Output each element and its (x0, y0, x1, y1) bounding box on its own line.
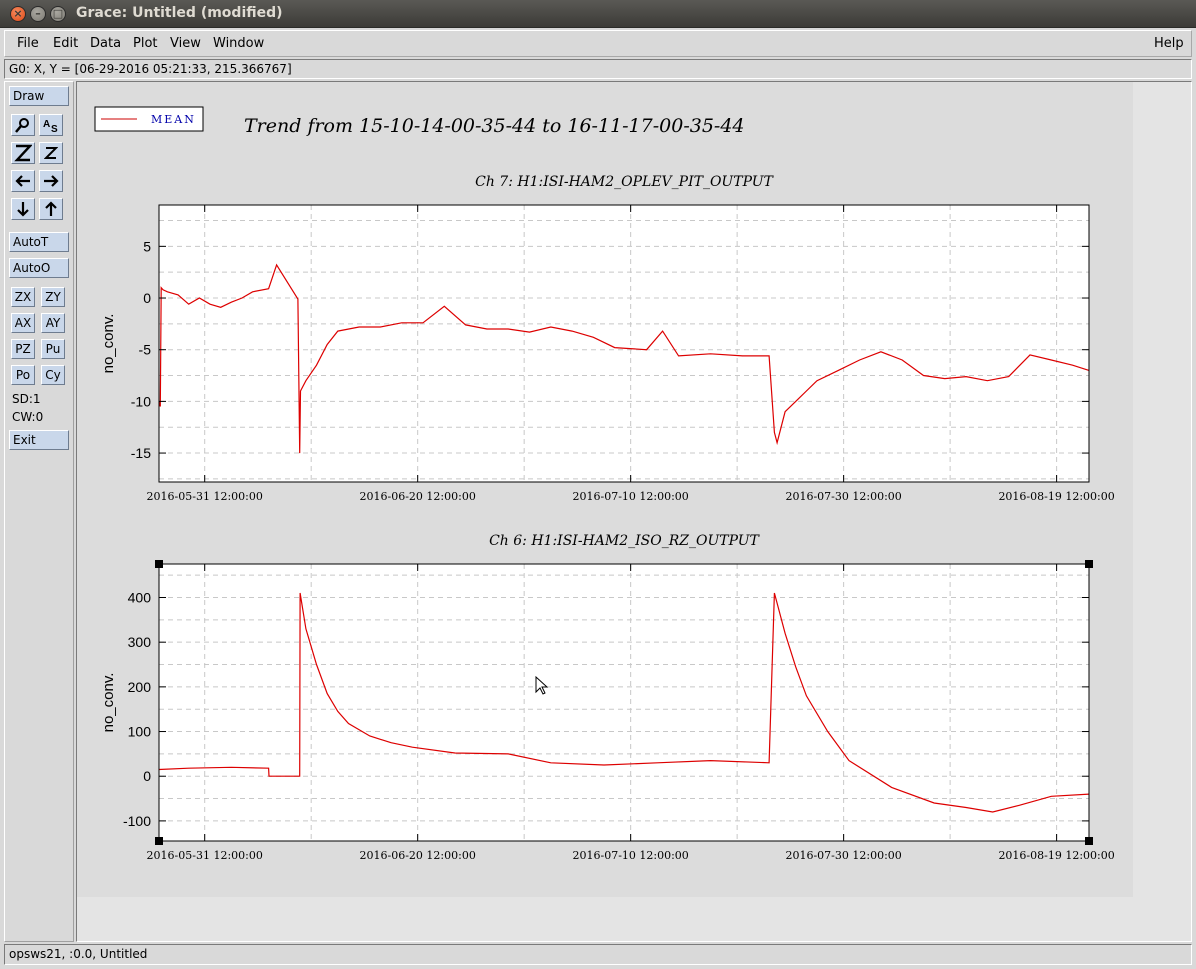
scroll-right-button[interactable] (39, 170, 63, 192)
scroll-down-button[interactable] (11, 198, 35, 220)
chart-title: Ch 7: H1:ISI-HAM2_OPLEV_PIT_OUTPUT (475, 174, 774, 190)
cy-button[interactable]: Cy (41, 365, 65, 385)
draw-button[interactable]: Draw (9, 86, 69, 106)
x-tick-label: 2016-07-30 12:00:00 (785, 490, 901, 503)
selection-handle[interactable] (155, 837, 163, 845)
plot-canvas[interactable]: MEAN Trend from 15-10-14-00-35-44 to 16-… (76, 81, 1192, 942)
zoom-out-icon (43, 147, 59, 159)
graph-area[interactable]: MEAN Trend from 15-10-14-00-35-44 to 16-… (77, 82, 1191, 941)
plot-frame (158, 204, 1090, 483)
legend-box[interactable]: MEAN (94, 106, 204, 132)
x-tick-label: 2016-08-19 12:00:00 (998, 490, 1114, 503)
status-bar: opsws21, :0.0, Untitled (4, 944, 1192, 965)
selection-handle[interactable] (1085, 837, 1093, 845)
chart-title: Ch 6: H1:ISI-HAM2_ISO_RZ_OUTPUT (489, 533, 760, 549)
y-tick-label: 100 (128, 724, 152, 740)
locator-display: G0: X, Y = [06-29-2016 05:21:33, 215.366… (4, 59, 1192, 79)
x-tick-label: 2016-07-10 12:00:00 (572, 849, 688, 862)
menu-plot[interactable]: Plot (133, 36, 158, 51)
arrow-up-icon (45, 201, 57, 216)
selection-handle[interactable] (155, 560, 163, 568)
scroll-left-button[interactable] (11, 170, 35, 192)
x-tick-label: 2016-05-31 12:00:00 (147, 849, 263, 862)
y-tick-label: -15 (131, 445, 151, 461)
ay-button[interactable]: AY (41, 313, 65, 333)
selection-handle[interactable] (1085, 560, 1093, 568)
zy-button[interactable]: ZY (41, 287, 65, 307)
zoom-icon (15, 118, 29, 133)
legend-label: MEAN (151, 113, 196, 126)
y-tick-label: -5 (139, 342, 152, 358)
y-tick-label: 5 (143, 238, 151, 254)
chart-1[interactable]: Ch 7: H1:ISI-HAM2_OPLEV_PIT_OUTPUT 5 0 -5 -1… (100, 174, 1115, 503)
x-tick-label: 2016-06-20 12:00:00 (360, 490, 476, 503)
zoom-out-button[interactable] (39, 142, 63, 164)
menu-bar: File Edit Data Plot View Window Help (4, 30, 1192, 57)
zoom-button[interactable] (11, 114, 35, 136)
window-title: Grace: Untitled (modified) (76, 5, 283, 21)
ax-button[interactable]: AX (11, 313, 35, 333)
zoom-in-icon (14, 144, 33, 162)
exit-button[interactable]: Exit (9, 430, 69, 450)
po-button[interactable]: Po (11, 365, 35, 385)
chart-2[interactable]: Ch 6: H1:ISI-HAM2_ISO_RZ_OUTPUT 400 300 200… (100, 533, 1115, 862)
x-tick-label: 2016-05-31 12:00:00 (147, 490, 263, 503)
menu-edit[interactable]: Edit (53, 36, 79, 51)
arrow-left-icon (15, 175, 30, 187)
x-tick-label: 2016-08-19 12:00:00 (998, 849, 1114, 862)
series-line-mean (158, 592, 1090, 813)
zx-button[interactable]: ZX (11, 287, 35, 307)
pu-button[interactable]: Pu (41, 339, 65, 359)
y-tick-label: 0 (143, 290, 151, 306)
stack-depth-label: SD:1 (12, 392, 41, 406)
minimize-window-button[interactable]: – (30, 6, 46, 22)
mouse-cursor-icon (535, 675, 549, 695)
x-tick-label: 2016-07-10 12:00:00 (572, 490, 688, 503)
y-tick-label: 400 (128, 590, 152, 606)
menu-file[interactable]: File (17, 36, 39, 51)
autot-button[interactable]: AutoT (9, 232, 69, 252)
pz-button[interactable]: PZ (11, 339, 35, 359)
grid (159, 564, 1089, 841)
maximize-window-button[interactable]: □ (50, 6, 66, 22)
window-titlebar: × – □ Grace: Untitled (modified) (0, 0, 1196, 28)
svg-text:S: S (51, 124, 58, 133)
zoom-in-button[interactable] (11, 142, 35, 164)
y-axis-label: no_conv. (100, 314, 117, 374)
current-world-label: CW:0 (12, 410, 44, 424)
plot-area[interactable] (159, 564, 1089, 841)
y-axis-label: no_conv. (100, 673, 117, 733)
x-tick-label: 2016-06-20 12:00:00 (360, 849, 476, 862)
charts: Ch 7: H1:ISI-HAM2_OPLEV_PIT_OUTPUT 5 0 -5 -1… (100, 174, 1115, 862)
plot-frame (158, 563, 1090, 842)
arrow-down-icon (17, 202, 29, 217)
scroll-up-button[interactable] (39, 198, 63, 220)
series-line-mean (158, 263, 1090, 454)
arrow-right-icon (44, 175, 59, 187)
y-tick-label: 300 (128, 634, 152, 650)
menu-help[interactable]: Help (1154, 36, 1184, 51)
plot-area[interactable] (159, 205, 1089, 482)
menu-data[interactable]: Data (90, 36, 122, 51)
y-tick-label: -10 (131, 393, 151, 409)
y-tick-label: 200 (128, 679, 152, 695)
svg-text:A: A (43, 119, 50, 130)
close-window-button[interactable]: × (10, 6, 26, 22)
y-tick-label: -100 (123, 813, 151, 829)
menu-window[interactable]: Window (213, 36, 265, 51)
autoo-button[interactable]: AutoO (9, 258, 69, 278)
y-tick-label: 0 (143, 768, 151, 784)
menu-view[interactable]: View (170, 36, 201, 51)
x-tick-label: 2016-07-30 12:00:00 (785, 849, 901, 862)
main-title: Trend from 15-10-14-00-35-44 to 16-11-17… (244, 115, 745, 137)
grid (159, 205, 1089, 482)
